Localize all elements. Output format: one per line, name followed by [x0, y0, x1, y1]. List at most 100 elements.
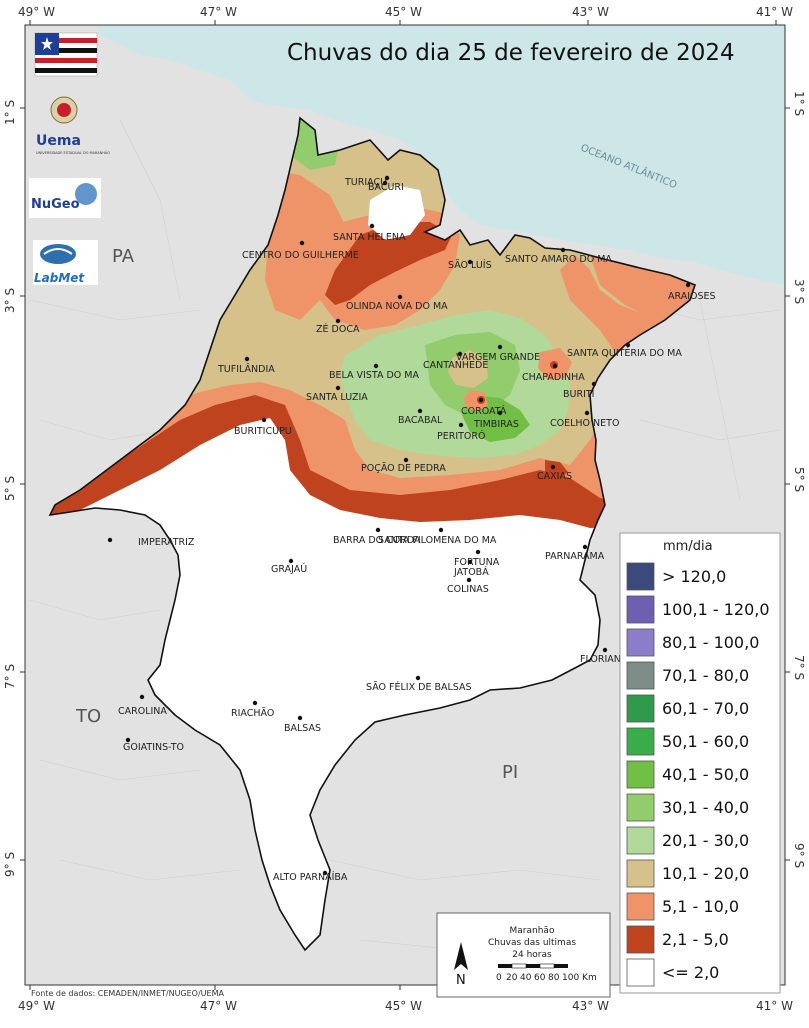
city-label: POÇÃO DE PEDRA [361, 463, 446, 474]
bottom-axis-labels: 49° W 47° W 45° W 43° W 41° W [18, 999, 793, 1013]
city-label: BARRA DO CORDA [333, 535, 421, 546]
top-lon-2: 45° W [385, 5, 422, 19]
city-marker [375, 527, 381, 533]
city-marker [382, 180, 388, 186]
city-marker [417, 408, 423, 414]
city-marker [369, 223, 375, 229]
map-frame-border [24, 24, 786, 986]
legend-swatch [626, 694, 655, 723]
legend: mm/dia > 120,0 100,1 - 120,0 80,1 - 100,0 7… [619, 532, 781, 994]
city-label: BALSAS [284, 723, 321, 734]
city-label: COROATÁ [461, 405, 507, 417]
legend-swatch [626, 727, 655, 756]
legend-swatch [626, 562, 655, 591]
city-label: RIACHÃO [231, 708, 274, 719]
city-marker [288, 558, 294, 564]
nugeo-logo-text: NuGeo [31, 197, 80, 212]
scale-tick-5: 100 Km [562, 973, 597, 983]
city-label: BELA VISTA DO MA [329, 370, 419, 381]
city-marker [438, 527, 444, 533]
left-lat-4: 9° S [3, 852, 17, 877]
city-marker [107, 537, 113, 543]
city-label: CAROLINA [118, 706, 167, 717]
city-label: SÃO FÉLIX DE BALSAS [366, 681, 472, 693]
city-marker [497, 344, 503, 350]
city-marker [335, 385, 341, 391]
left-lat-2: 5° S [3, 476, 17, 501]
legend-label: 20,1 - 30,0 [662, 831, 749, 850]
north-label: N [456, 973, 466, 988]
inset-line-3: 24 horas [512, 950, 552, 960]
city-marker [458, 422, 464, 428]
city-marker [125, 737, 131, 743]
city-label: SANTA QUITÉRIA DO MA [567, 347, 682, 359]
city-label: ZÉ DOCA [316, 323, 360, 335]
city-label: OLINDA NOVA DO MA [346, 301, 448, 312]
city-marker [244, 356, 250, 362]
city-marker [497, 410, 503, 416]
top-lon-1: 47° W [200, 5, 237, 19]
field-5-10-east [590, 255, 695, 330]
city-label: SANTA LUZIA [306, 392, 368, 403]
city-marker [475, 549, 481, 555]
legend-swatch [626, 628, 655, 657]
city-marker [261, 417, 267, 423]
scale-bar [498, 963, 568, 969]
right-lat-0: 1° S [792, 91, 806, 116]
legend-swatch [626, 760, 655, 789]
city-marker [384, 175, 390, 181]
city-marker [322, 870, 328, 876]
city-marker [397, 294, 403, 300]
uema-logo: Uema UNIVERSIDADE ESTADUAL DO MARANHÃO [36, 96, 110, 155]
top-lon-0: 49° W [18, 5, 55, 19]
city-marker [552, 363, 558, 369]
city-label: BACABAL [398, 415, 443, 426]
left-lat-1: 3° S [3, 288, 17, 313]
legend-title: mm/dia [663, 539, 713, 554]
legend-label: 5,1 - 10,0 [662, 897, 739, 916]
city-marker [403, 457, 409, 463]
legend-label: 70,1 - 80,0 [662, 666, 749, 685]
city-marker [467, 559, 473, 565]
inset-line-1: Maranhão [510, 926, 555, 936]
city-marker [299, 240, 305, 246]
region-label-pi: PI [502, 762, 518, 783]
city-label: VARGEM GRANDE [456, 352, 540, 363]
scale-tick-4: 80 [548, 973, 560, 983]
city-label: IMPERATRIZ [138, 537, 195, 548]
bottom-lon-3: 43° W [572, 999, 609, 1013]
right-lat-1: 3° S [792, 279, 806, 304]
city-marker [591, 381, 597, 387]
city-label: FLORIANO-PI [580, 654, 641, 665]
legend-swatch [626, 859, 655, 888]
uema-logo-text: Uema [36, 133, 81, 149]
state-border [48, 116, 696, 952]
city-label: CHAPADINHA [522, 372, 585, 383]
field-2-5-caxias [545, 460, 568, 480]
city-label: BURITI [563, 389, 594, 400]
city-label: FORTUNA [454, 557, 500, 568]
bottom-lon-2: 45° W [385, 999, 422, 1013]
field-10-20-center [448, 350, 488, 388]
city-label: ARAIOSES [668, 291, 716, 302]
city-label: SANTO AMARO DO MA [505, 254, 612, 265]
ocean-area [95, 25, 785, 285]
right-lat-2: 5° S [792, 467, 806, 492]
legend-label: 30,1 - 40,0 [662, 798, 749, 817]
scale-tick-1: 20 [506, 973, 518, 983]
city-marker [415, 675, 421, 681]
bottom-lon-1: 47° W [200, 999, 237, 1013]
field-2-5-center [325, 222, 452, 305]
maranhao-flag [34, 32, 98, 77]
legend-swatch [626, 925, 655, 954]
city-label: SANTA HELENA [333, 232, 406, 243]
city-label: CENTRO DO GUILHERME [242, 250, 359, 261]
city-marker [457, 351, 463, 357]
labmet-logo-text: LabMet [34, 271, 85, 285]
uema-logo-subtitle: UNIVERSIDADE ESTADUAL DO MARANHÃO [36, 150, 110, 155]
city-label: CANTANHEDE [423, 360, 488, 371]
city-label: JATOBÁ [453, 566, 489, 578]
bottom-lon-4: 41° W [756, 999, 793, 1013]
city-marker [478, 397, 484, 403]
